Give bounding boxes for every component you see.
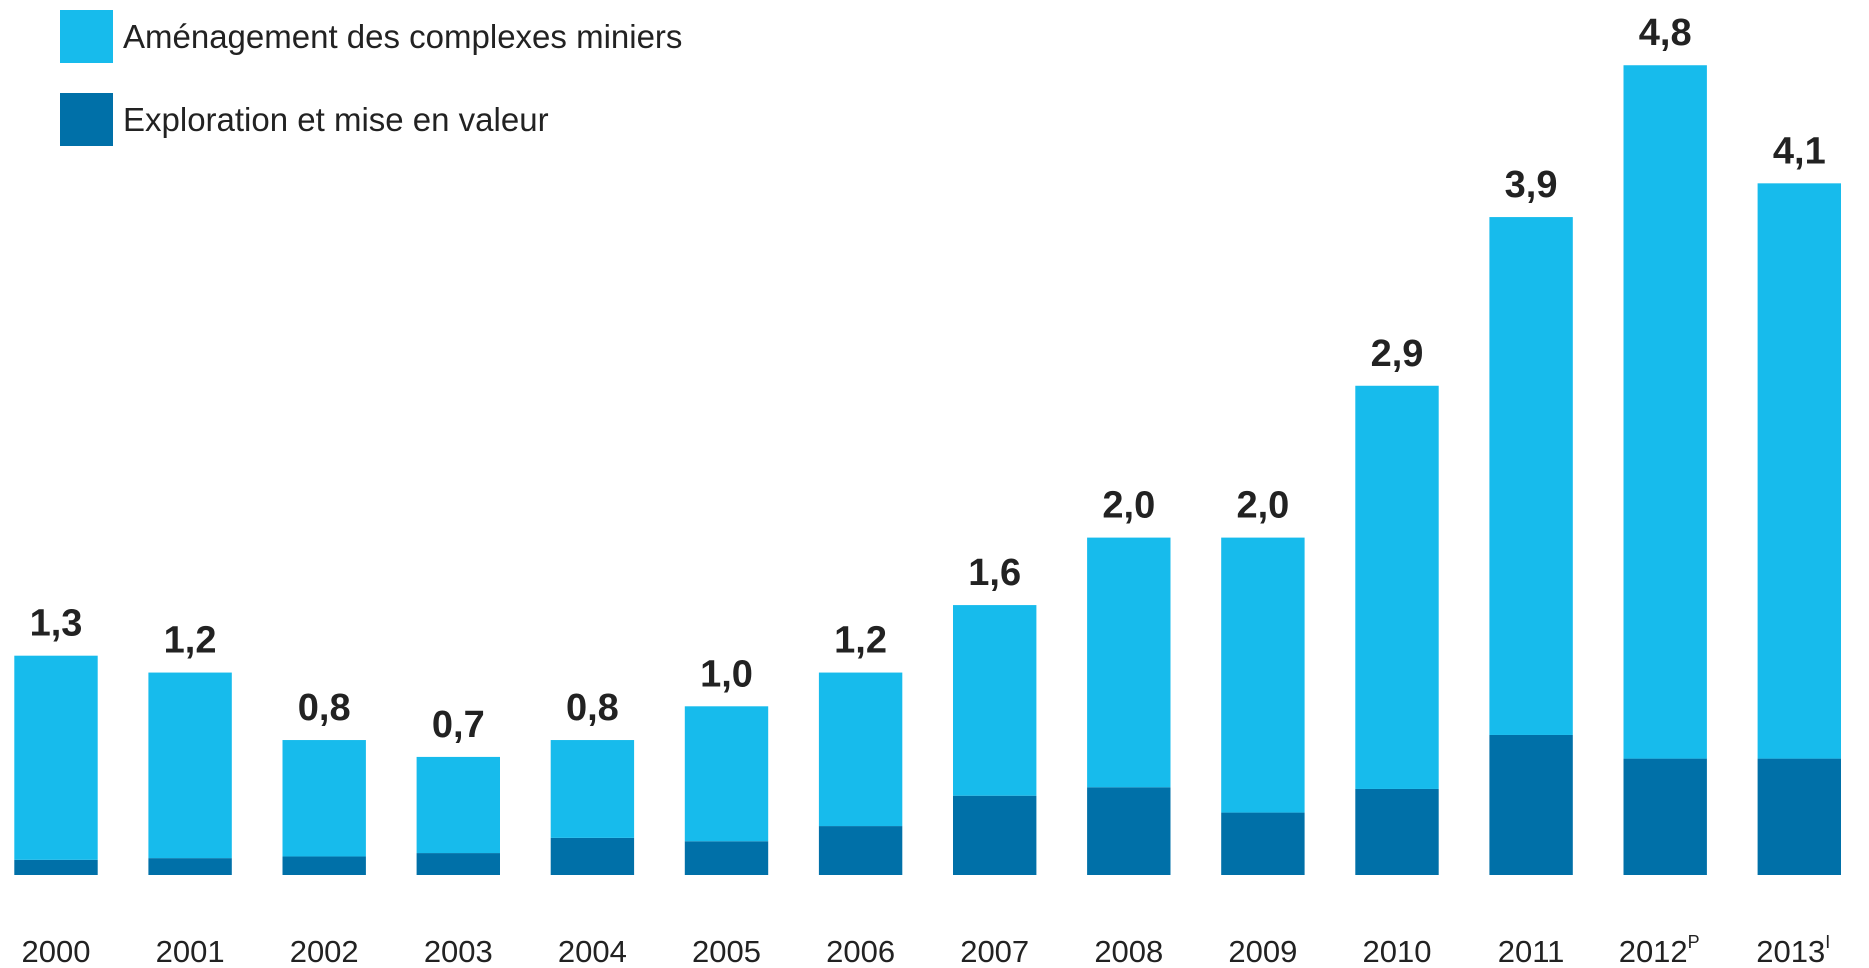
bar-segment <box>953 795 1037 875</box>
legend-swatch <box>60 93 113 146</box>
bar-segment <box>416 756 500 854</box>
x-tick-superscript: P <box>1688 932 1700 952</box>
bar-segment <box>1355 385 1439 789</box>
bar-segment <box>14 655 98 860</box>
bar-segment <box>1221 537 1305 813</box>
x-tick-label: 2009 <box>1228 934 1297 968</box>
x-tick-year: 2005 <box>692 934 761 968</box>
x-tick-label: 2005 <box>692 934 761 968</box>
total-label: 0,8 <box>566 687 619 729</box>
x-tick-year: 2000 <box>22 934 91 968</box>
bar-segment <box>1757 183 1841 759</box>
x-tick-year: 2008 <box>1094 934 1163 968</box>
total-label: 0,7 <box>432 704 485 746</box>
x-tick-label: 2001 <box>156 934 225 968</box>
bar-segment <box>282 740 366 857</box>
x-tick-superscript: I <box>1825 932 1830 952</box>
total-label: 2,0 <box>1102 485 1155 527</box>
x-tick-label: 2008 <box>1094 934 1163 968</box>
x-tick-label: 2010 <box>1363 934 1432 968</box>
bar-segment <box>818 826 903 875</box>
x-tick-year: 2004 <box>558 934 627 968</box>
x-tick-year: 2003 <box>424 934 493 968</box>
bar-segment <box>684 706 769 842</box>
total-label: 4,8 <box>1639 12 1692 54</box>
total-label: 0,8 <box>298 687 351 729</box>
total-label: 1,2 <box>834 620 887 662</box>
x-tick-label: 2004 <box>558 934 627 968</box>
total-label: 1,3 <box>30 603 83 645</box>
total-label: 2,9 <box>1371 333 1424 375</box>
bar-segment <box>550 740 635 838</box>
x-tick-label: 2012P <box>1619 932 1700 968</box>
x-tick-label: 2006 <box>826 934 895 968</box>
bar-segment <box>684 841 769 875</box>
total-label: 1,6 <box>968 552 1021 594</box>
total-label: 3,9 <box>1505 164 1558 206</box>
x-tick-label: 2000 <box>22 934 91 968</box>
bar-segment <box>14 859 98 875</box>
x-tick-label: 2011 <box>1498 934 1565 968</box>
bar-segment <box>953 605 1037 796</box>
bar-segment <box>1623 758 1707 875</box>
bar-segment <box>818 672 903 827</box>
bar-segment <box>148 672 232 859</box>
x-tick-year: 2006 <box>826 934 895 968</box>
bar-segment <box>1087 787 1171 875</box>
bar-segment <box>1355 788 1439 875</box>
bar-segment <box>148 858 232 875</box>
total-label: 2,0 <box>1236 485 1289 527</box>
x-tick-year: 2001 <box>156 934 225 968</box>
legend-label: Exploration et mise en valeur <box>123 101 549 138</box>
legend-swatch <box>60 10 113 63</box>
bar-segment <box>550 837 635 875</box>
x-tick-year: 2009 <box>1228 934 1297 968</box>
bar-segment <box>1489 217 1573 735</box>
x-tick-label: 2002 <box>290 934 359 968</box>
x-tick-label: 2003 <box>424 934 493 968</box>
x-tick-year: 2002 <box>290 934 359 968</box>
x-tick-year: 2007 <box>960 934 1029 968</box>
bar-segment <box>1623 65 1707 759</box>
bar-segment <box>1489 734 1573 875</box>
total-label: 1,0 <box>700 653 753 695</box>
legend-label: Aménagement des complexes miniers <box>123 18 682 55</box>
x-tick-year: 2012 <box>1619 934 1688 968</box>
x-tick-year: 2013 <box>1756 934 1825 968</box>
bar-segment <box>282 856 366 875</box>
x-tick-year: 2011 <box>1498 934 1565 968</box>
total-label: 1,2 <box>164 620 217 662</box>
total-label: 4,1 <box>1773 130 1826 172</box>
bar-segment <box>416 853 500 875</box>
x-tick-year: 2010 <box>1363 934 1432 968</box>
bar-segment <box>1757 758 1841 875</box>
bar-segment <box>1221 812 1305 875</box>
bar-segment <box>1087 537 1171 788</box>
x-tick-label: 2007 <box>960 934 1029 968</box>
x-tick-label: 2013I <box>1756 932 1830 968</box>
